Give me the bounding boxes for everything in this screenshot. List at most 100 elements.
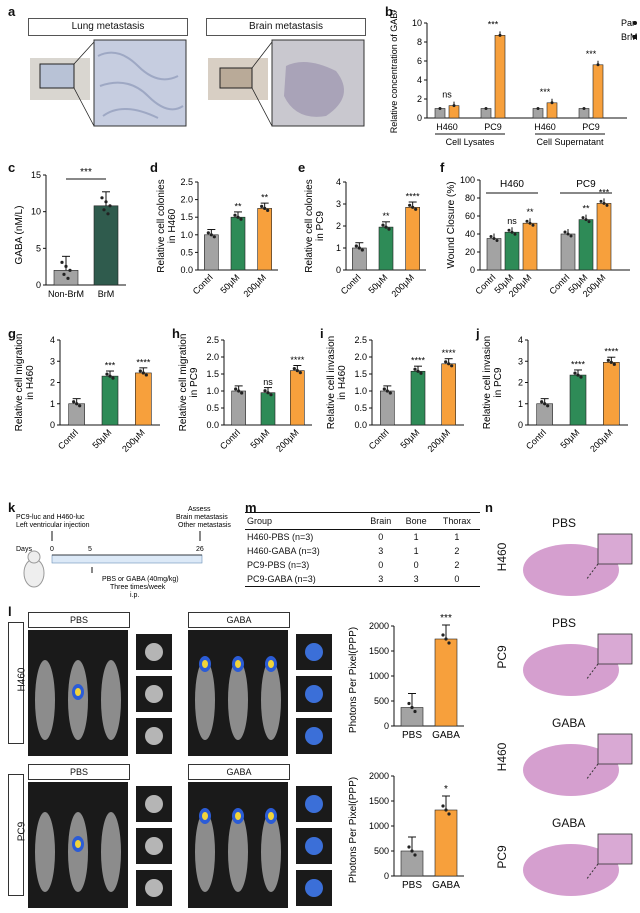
bar: [260, 392, 276, 426]
x-tick-label: BrM: [98, 289, 115, 299]
data-point: [144, 373, 148, 377]
y-tick-label: 0: [384, 871, 389, 881]
row-label: PC9: [16, 821, 28, 842]
table-cell: 1: [413, 546, 419, 556]
bar-brm: [592, 64, 604, 119]
table-header-row: Group Brain Bone Thorax: [245, 512, 480, 530]
bar: [596, 203, 612, 271]
data-point: [206, 231, 210, 235]
mouse-silhouette: [101, 812, 121, 892]
y-axis-label: GABA (nM/L): [14, 206, 25, 265]
y-tick-label: 1500: [369, 796, 389, 806]
lung-title: Lung metastasis: [28, 18, 188, 36]
data-point: [507, 228, 511, 232]
significance-label: ***: [440, 613, 452, 624]
group-label: H460: [500, 179, 524, 190]
data-point: [234, 387, 238, 391]
ex-vivo-brain: [145, 879, 163, 897]
panel-label-c: c: [8, 160, 16, 175]
k-assess-1: Assess: [188, 506, 211, 513]
row-label: H460: [16, 667, 28, 692]
mouse-silhouette: [101, 660, 121, 740]
table-row: H460-PBS (n=3) 0 1 1: [245, 530, 480, 545]
data-point: [609, 360, 613, 364]
y-tick-label: 1.0: [206, 386, 219, 396]
y-tick-label: 3: [336, 199, 341, 209]
x-tick-label: H460: [534, 122, 556, 132]
k-treat-3: i.p.: [130, 592, 139, 599]
data-point: [587, 220, 591, 224]
bar: [560, 233, 576, 271]
data-point: [612, 362, 616, 366]
imaging-block: [28, 630, 176, 756]
n-side-label: PC9: [495, 845, 509, 869]
ex-vivo-brain: [145, 727, 163, 745]
brain-section-shape: [523, 844, 619, 896]
data-point: [566, 232, 570, 236]
data-point: [441, 804, 445, 808]
brain-section-shape: [523, 744, 619, 796]
k-cells: PC9-luc and H460-luc: [16, 514, 85, 521]
data-point: [292, 367, 296, 371]
significance-label: ***: [540, 87, 551, 97]
y-tick-label: 1: [518, 399, 523, 409]
group-label: PC9: [576, 179, 596, 190]
data-point: [582, 107, 586, 110]
bar: [257, 208, 272, 271]
k-timeline-bar: [51, 554, 203, 564]
data-point: [495, 239, 499, 242]
data-point: [581, 216, 585, 220]
bar: [578, 219, 594, 271]
data-point: [576, 373, 580, 377]
k-assess-2: Brain metastasis: [176, 514, 228, 521]
table-cell: 3: [378, 546, 384, 556]
x-tick-label: 200μM: [241, 272, 268, 299]
y-tick-label: 2000: [369, 621, 389, 631]
x-tick-label: GABA: [432, 880, 460, 891]
data-point: [546, 404, 550, 408]
he-brain-section: [523, 633, 633, 696]
bar: [434, 638, 458, 727]
y-axis-label: in H460: [337, 365, 348, 400]
data-point: [414, 207, 418, 211]
y-tick-label: 3: [518, 356, 523, 366]
y-axis-label: Photons Per Pixel(PPP): [348, 777, 359, 883]
data-point: [66, 276, 70, 280]
mouse-silhouette: [228, 660, 248, 740]
data-point: [357, 246, 361, 250]
y-tick-label: 3: [50, 356, 55, 366]
ex-vivo-brain: [145, 643, 163, 661]
mouse-imaging: [188, 630, 332, 756]
chart-g: 0 1 2 3 4 Relative cell migration in H460 Contr…: [14, 334, 160, 454]
panel-label-n: n: [485, 500, 493, 515]
x-tick-label: Contrl: [339, 272, 363, 296]
data-point: [108, 374, 112, 378]
ex-vivo-brain: [305, 727, 323, 745]
data-point: [240, 391, 244, 395]
th-bone: Bone: [405, 516, 427, 526]
bar: [434, 809, 458, 877]
he-brain-section: [523, 533, 633, 596]
legend-par: Par: [621, 18, 635, 28]
table-row: H460-GABA (n=3) 3 1 2: [245, 544, 480, 558]
significance-label: ns: [507, 216, 517, 226]
imaging-block: [188, 782, 336, 908]
data-point: [263, 206, 267, 210]
y-tick-label: 1000: [369, 671, 389, 681]
y-axis-label: in H460: [25, 365, 36, 400]
y-tick-label: 500: [374, 846, 389, 856]
mouse-silhouette: [195, 660, 215, 740]
data-point: [108, 204, 112, 208]
data-point: [579, 375, 583, 379]
luminescence-core: [235, 812, 241, 820]
bar: [135, 372, 152, 426]
chart-b: Par BrM 0 2 4 6 8 10 Relative concentration of…: [389, 10, 638, 147]
data-point: [450, 364, 454, 368]
bar: [68, 403, 85, 426]
data-point: [75, 402, 79, 406]
metastasis-table: Group Brain Bone Thorax H460-PBS (n=3) 0 1…: [245, 512, 480, 587]
mouse-head-icon: [27, 550, 41, 564]
significance-label: **: [234, 201, 242, 211]
mouse-silhouette: [195, 812, 215, 892]
k-day0: 0: [50, 546, 54, 553]
